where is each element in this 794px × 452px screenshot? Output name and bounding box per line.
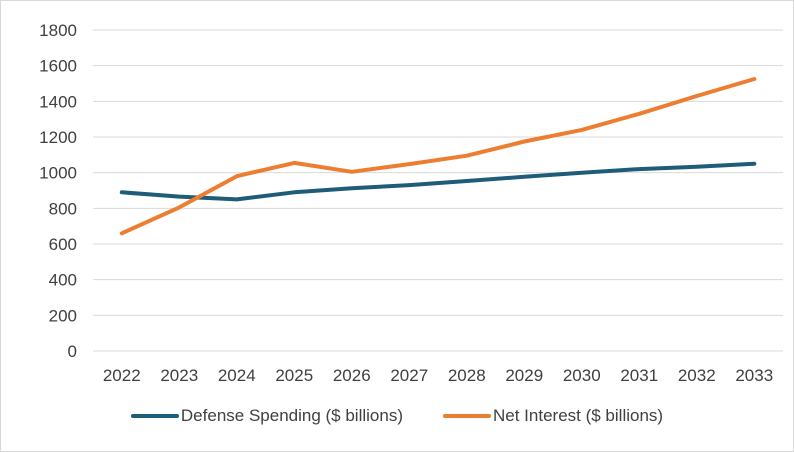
- y-tick-label: 1600: [39, 57, 77, 76]
- y-axis-ticks: 0 200 400 600 800 1000 1200 1400 1600 1800: [39, 21, 77, 361]
- legend-item-net-interest: Net Interest ($ billions): [443, 406, 663, 426]
- x-tick-label: 2024: [218, 366, 256, 385]
- y-tick-label: 1000: [39, 164, 77, 183]
- x-tick-label: 2023: [160, 366, 198, 385]
- x-tick-label: 2027: [390, 366, 428, 385]
- x-tick-label: 2031: [620, 366, 658, 385]
- x-axis-ticks: 2022 2023 2024 2025 2026 2027 2028 2029 2030 2031…: [103, 366, 773, 385]
- x-tick-label: 2028: [448, 366, 486, 385]
- y-tick-label: 400: [49, 271, 77, 290]
- y-tick-label: 600: [49, 235, 77, 254]
- x-tick-label: 2030: [563, 366, 601, 385]
- y-tick-label: 1400: [39, 92, 77, 111]
- y-tick-label: 0: [68, 342, 77, 361]
- y-tick-label: 200: [49, 306, 77, 325]
- gridlines: [93, 29, 783, 352]
- legend-swatch-net-interest: [443, 414, 491, 418]
- series-lines: [119, 77, 757, 236]
- legend-label-defense: Defense Spending ($ billions): [180, 406, 403, 425]
- x-tick-label: 2022: [103, 366, 141, 385]
- series-line-defense-spending: [119, 161, 757, 202]
- y-tick-label: 800: [49, 199, 77, 218]
- legend-swatch-defense: [130, 414, 179, 418]
- series-line-net-interest: [119, 77, 757, 236]
- x-tick-label: 2029: [505, 366, 543, 385]
- y-tick-label: 1200: [39, 128, 77, 147]
- legend-item-defense: Defense Spending ($ billions): [130, 406, 403, 426]
- legend-label-net-interest: Net Interest ($ billions): [493, 406, 664, 425]
- x-tick-label: 2026: [333, 366, 371, 385]
- x-tick-label: 2032: [678, 366, 716, 385]
- legend: Defense Spending ($ billions) Net Intere…: [1, 406, 793, 426]
- x-tick-label: 2025: [275, 366, 313, 385]
- x-tick-label: 2033: [735, 366, 773, 385]
- y-tick-label: 1800: [39, 21, 77, 40]
